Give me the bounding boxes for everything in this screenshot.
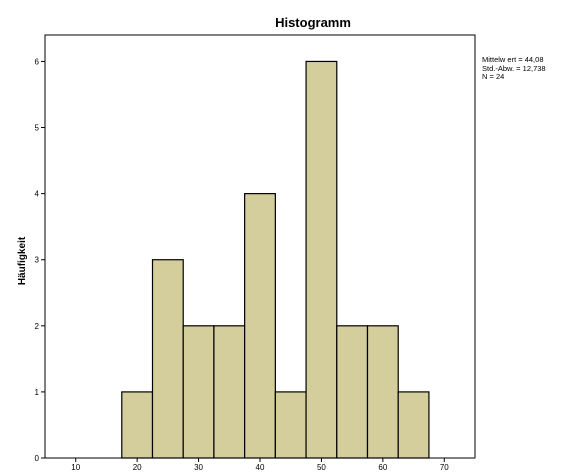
stats-mean: Mittelw ert = 44,08 — [482, 55, 544, 64]
y-tick-label-4: 4 — [35, 190, 40, 199]
y-tick-label-2: 2 — [35, 322, 40, 331]
y-tick-label-0: 0 — [35, 454, 40, 463]
chart-title: Histogramm — [275, 15, 351, 30]
y-tick-label-3: 3 — [35, 256, 40, 265]
x-tick-label-30: 30 — [194, 463, 203, 472]
y-tick-label-6: 6 — [35, 57, 40, 66]
plot-area: 0 1 2 3 4 5 6 10 20 30 40 50 60 70 — [35, 34, 476, 472]
histogram-bar-7 — [305, 60, 338, 459]
histogram-bar-6 — [274, 391, 307, 459]
x-tick-label-20: 20 — [133, 463, 142, 472]
histogram-bar-8 — [336, 325, 369, 459]
x-tick-label-70: 70 — [440, 463, 449, 472]
histogram-bar-1 — [121, 391, 154, 459]
stats-std: Std.-Abw. = 12,738 — [482, 63, 546, 73]
x-tick-label-50: 50 — [317, 463, 326, 472]
y-axis-label: Häufigkeit — [17, 236, 28, 285]
histogram-bar-9 — [366, 325, 399, 459]
x-tick-label-10: 10 — [71, 463, 80, 472]
statistics-box: Mittelw ert = 44,08 Std.-Abw. = 12,738 N… — [482, 55, 546, 82]
histogram-bar-5 — [244, 193, 276, 459]
x-tick-label-40: 40 — [256, 463, 265, 472]
histogram-bar-3 — [182, 325, 215, 459]
y-tick-label-5: 5 — [35, 124, 40, 133]
y-tick-label-1: 1 — [35, 388, 40, 397]
x-tick-label-60: 60 — [378, 463, 387, 472]
histogram-bar-2 — [151, 259, 184, 459]
stats-n: N = 24 — [482, 72, 505, 81]
histogram-bar-10 — [397, 391, 430, 459]
histogram-bar-4 — [213, 325, 246, 459]
